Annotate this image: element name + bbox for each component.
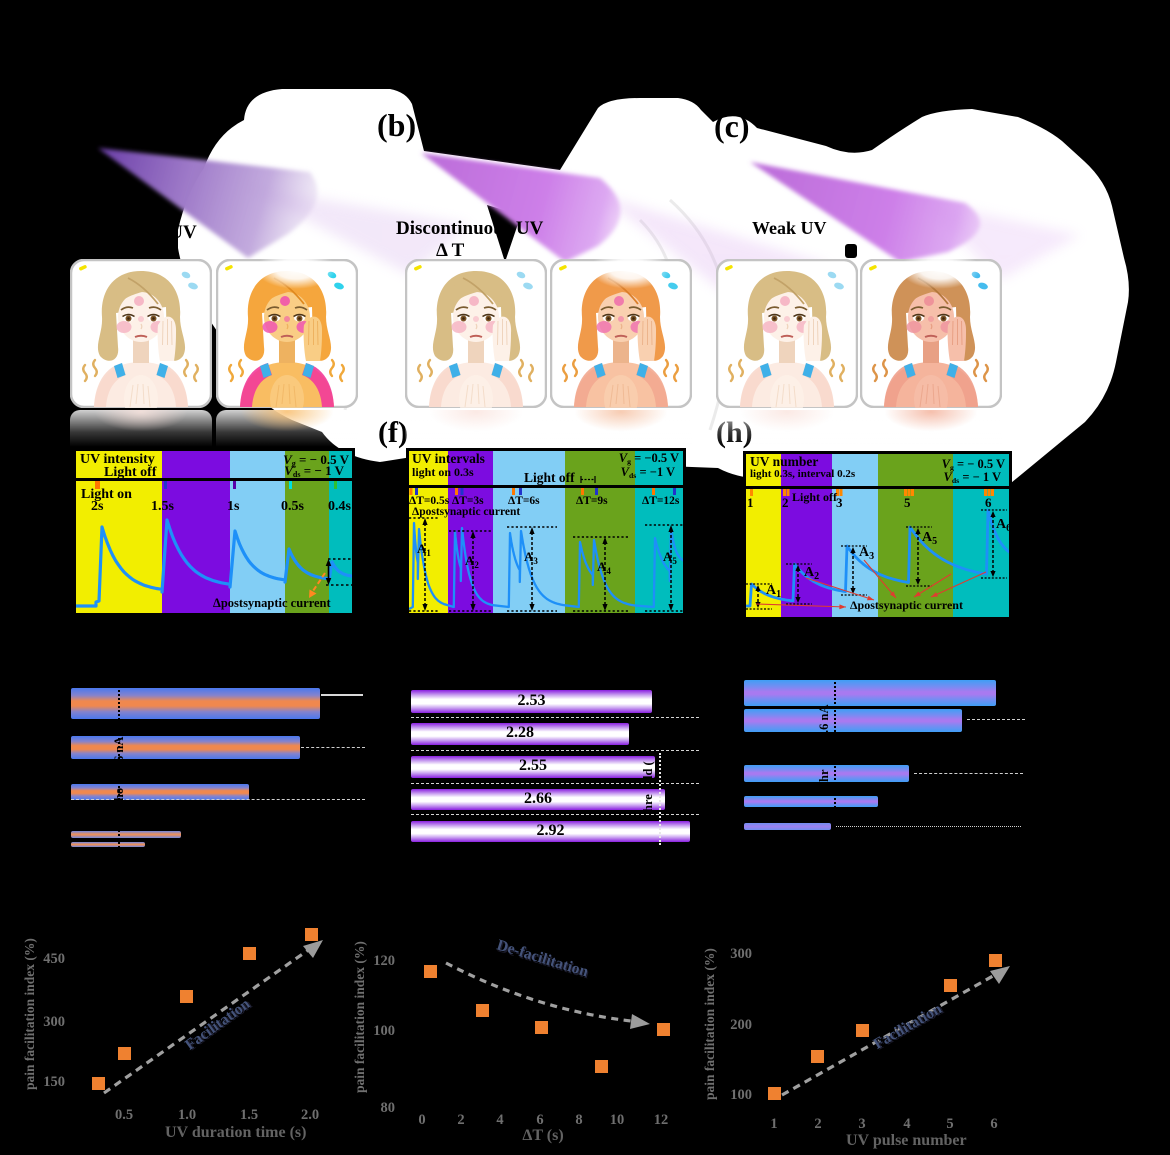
svg-text:A4: A4: [597, 559, 611, 576]
svg-text:A5: A5: [922, 530, 937, 547]
svg-text:A3: A3: [524, 549, 538, 566]
svg-text:A6: A6: [996, 517, 1011, 534]
svg-text:A2: A2: [465, 553, 479, 570]
svg-text:A1: A1: [417, 541, 431, 558]
svg-text:A3: A3: [859, 545, 874, 562]
svg-text:A1: A1: [766, 583, 781, 600]
